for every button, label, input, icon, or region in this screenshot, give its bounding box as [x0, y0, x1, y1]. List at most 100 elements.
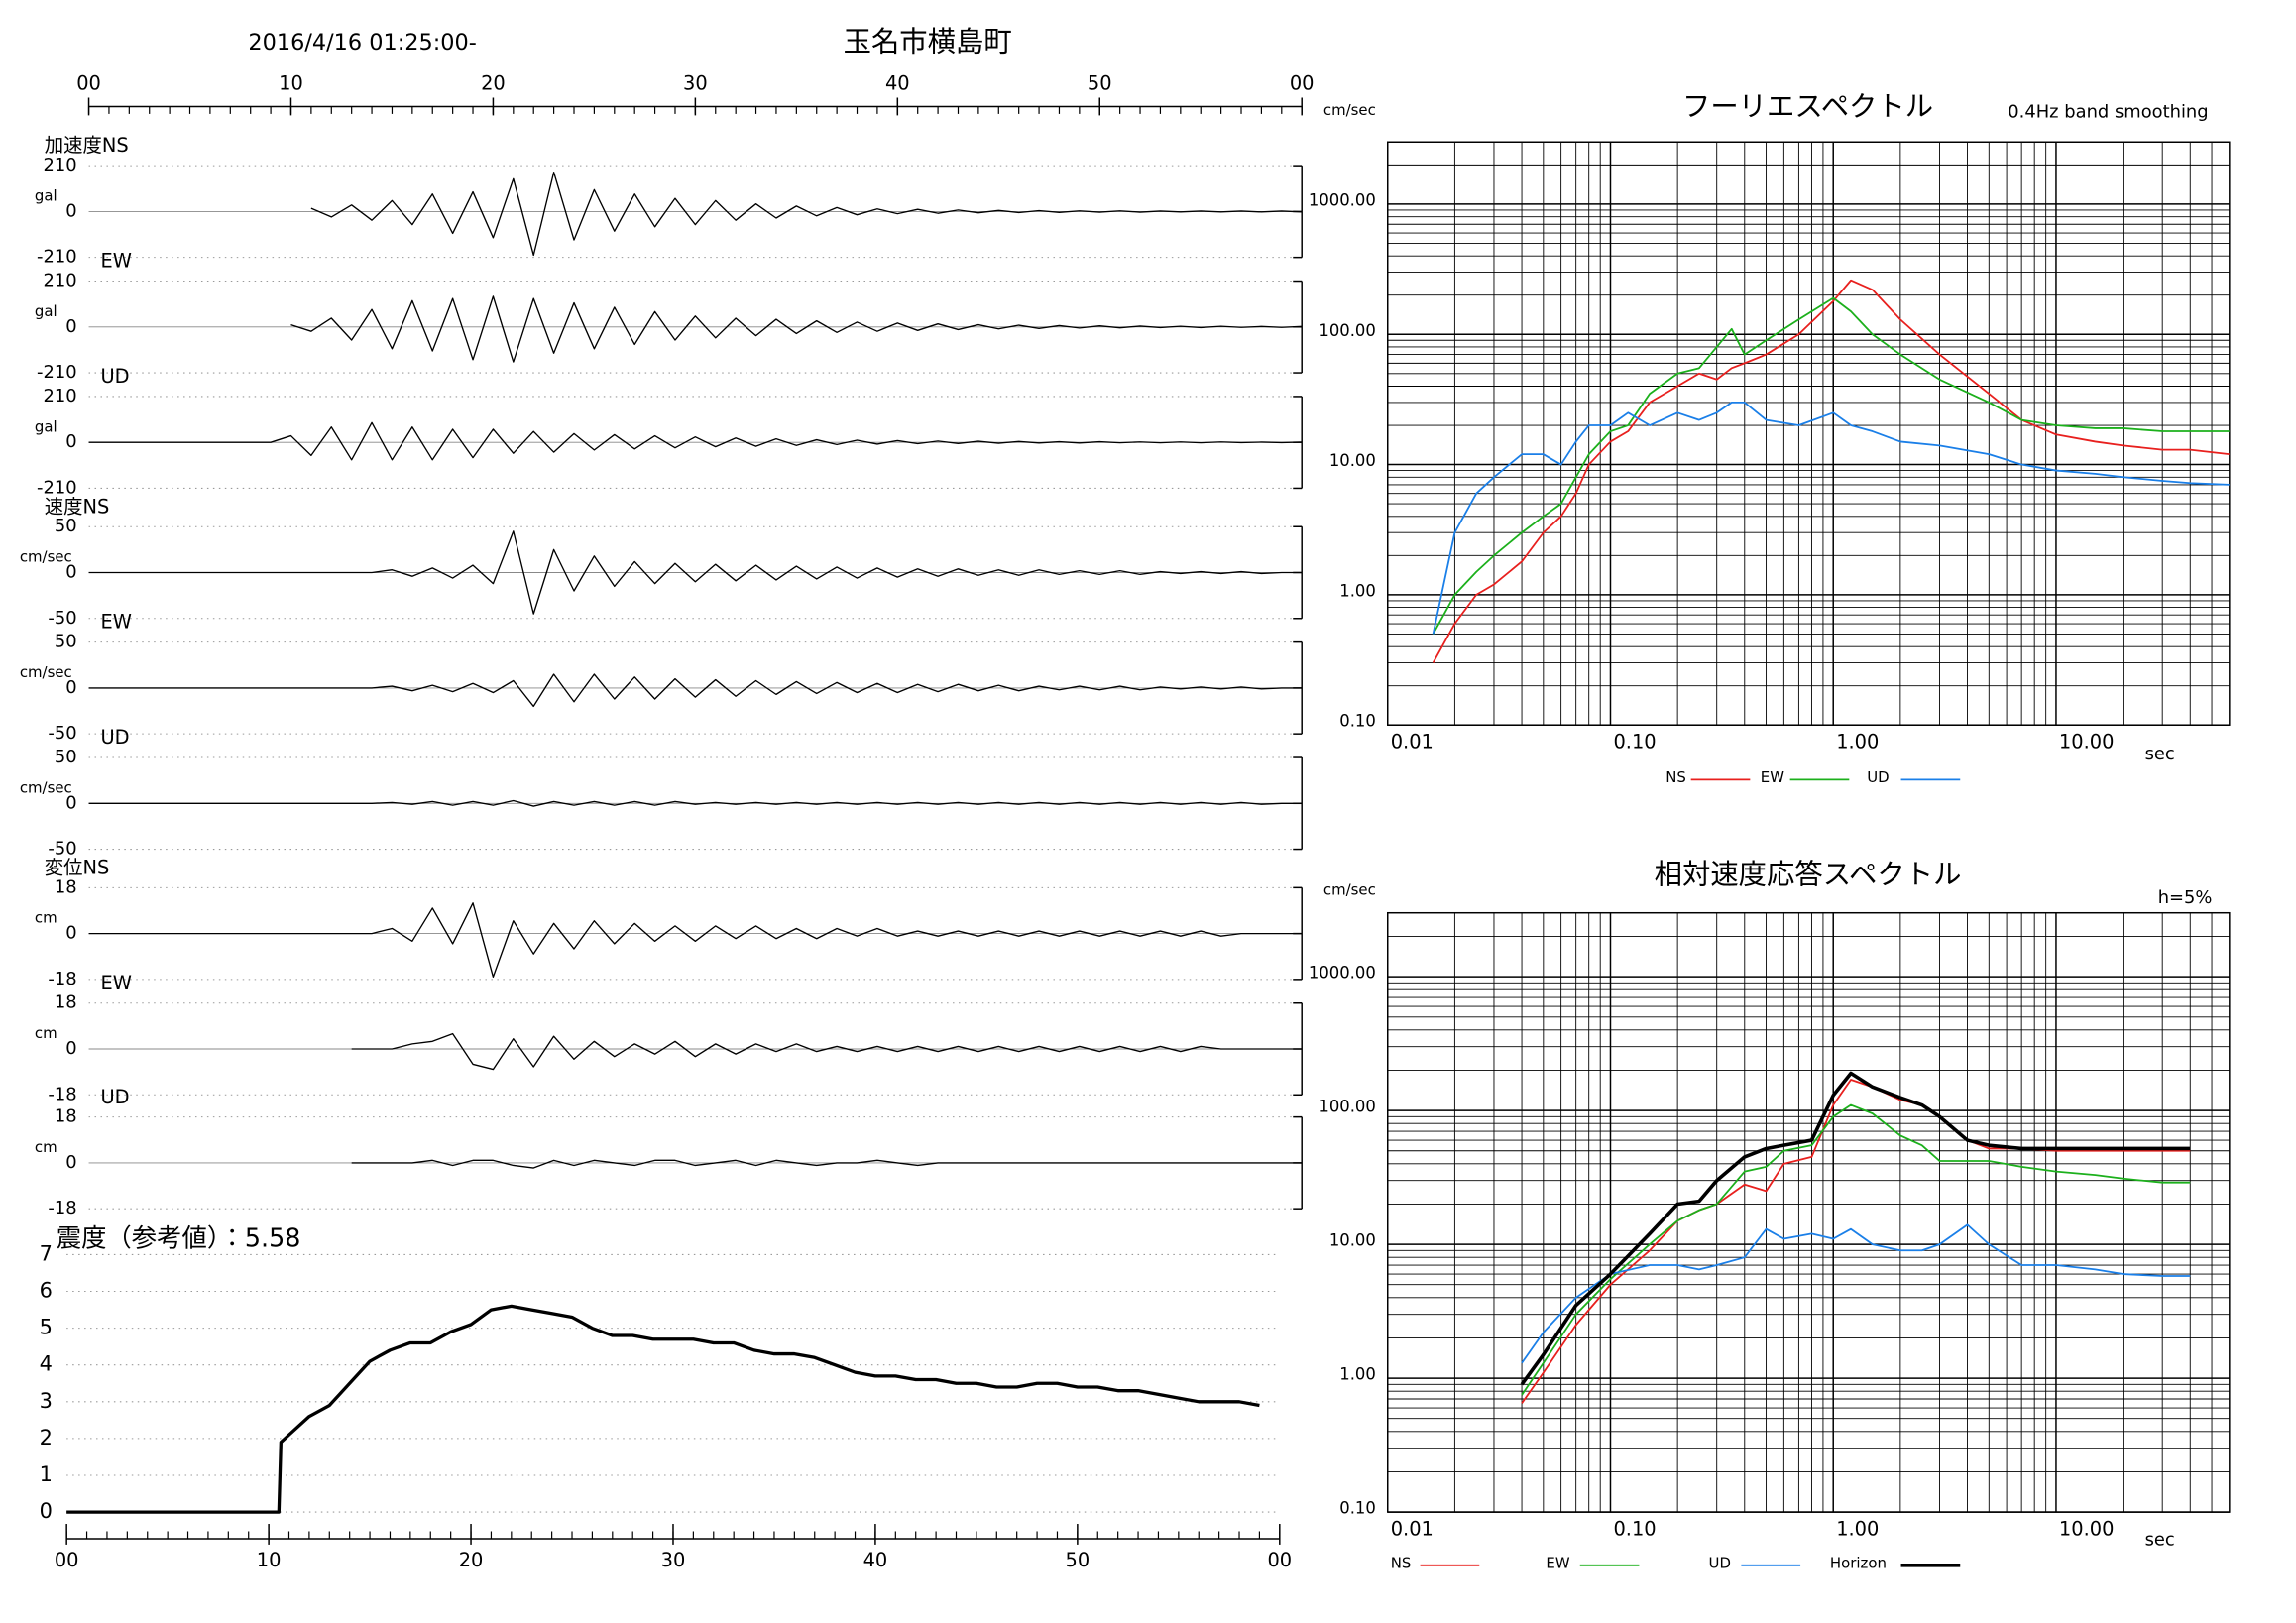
y-tick-label: 1.00: [1339, 581, 1376, 600]
y-tick-label: -18: [48, 1084, 76, 1104]
unit-label: gal: [35, 186, 57, 204]
panel-label: EW: [100, 972, 131, 994]
y-tick-label: 0: [65, 923, 76, 944]
chart-subtitle: 2016/4/16 01:25:00-: [248, 30, 476, 56]
y-tick-label: 100.00: [1319, 321, 1375, 340]
trace: [88, 530, 1303, 615]
unit-label: cm: [35, 1138, 57, 1156]
trace: [88, 799, 1303, 807]
y-tick-label: -210: [37, 362, 77, 383]
panel-label: UD: [100, 726, 129, 749]
y-tick-label: -210: [37, 477, 77, 498]
chart-title: フーリエスペクトル: [1682, 90, 1933, 123]
y-tick-label: -210: [37, 247, 77, 268]
panel-label: UD: [100, 365, 129, 388]
x-tick-label: 10: [257, 1549, 282, 1571]
panel-label: 速度NS: [45, 495, 110, 518]
x-tick-label: 0.01: [1391, 1517, 1434, 1540]
y-tick-label: 0: [65, 316, 76, 337]
trace: [351, 1159, 1303, 1169]
unit-label: cm/sec: [20, 548, 72, 566]
y-tick-label: 1.00: [1339, 1365, 1376, 1384]
y-tick-label: 0: [65, 1038, 76, 1059]
legend-label: EW: [1761, 768, 1784, 786]
chart-title: 玉名市横島町: [844, 25, 1012, 58]
y-tick-label: 18: [55, 1106, 77, 1127]
y-tick-label: 0: [65, 200, 76, 221]
x-tick-label: 0.10: [1613, 731, 1656, 754]
unit-label: cm/sec: [20, 778, 72, 796]
x-tick-label: 40: [885, 72, 910, 95]
x-tick-label: 50: [1088, 72, 1112, 95]
x-tick-label: 0.01: [1391, 731, 1434, 754]
trace: [88, 673, 1303, 708]
trace: [290, 295, 1303, 363]
y-tick-label: -18: [48, 1198, 76, 1218]
x-tick-label: 1.00: [1836, 731, 1879, 754]
panel-label: UD: [100, 1086, 129, 1108]
y-tick-label: 3: [40, 1389, 53, 1413]
x-tick-label: 10.00: [2059, 1517, 2114, 1540]
unit-label: cm: [35, 1024, 57, 1042]
y-tick-label: 1000.00: [1309, 190, 1376, 209]
y-tick-label: 0: [65, 677, 76, 698]
legend-label: NS: [1391, 1554, 1412, 1571]
x-tick-label: 00: [1267, 1549, 1292, 1571]
y-tick-label: 5: [40, 1316, 53, 1339]
x-tick-label: 1.00: [1836, 1517, 1879, 1540]
y-tick-label: 10.00: [1329, 1231, 1376, 1250]
x-tick-label: 0.10: [1613, 1517, 1656, 1540]
trace: [88, 902, 1303, 978]
x-axis-label: sec: [2145, 744, 2175, 764]
x-tick-label: 20: [481, 72, 506, 95]
y-axis-label: cm/sec: [1323, 880, 1376, 898]
trace: [351, 1032, 1303, 1071]
spectrum-line: [1432, 296, 2230, 635]
unit-label: gal: [35, 417, 57, 435]
y-tick-label: -50: [48, 608, 76, 629]
spectrum-line: [1432, 402, 2230, 635]
unit-label: cm: [35, 909, 57, 927]
plot-border: [1386, 141, 2231, 726]
y-tick-label: 100.00: [1319, 1098, 1375, 1116]
y-tick-label: 2: [40, 1426, 53, 1449]
x-tick-label: 30: [683, 72, 708, 95]
y-tick-label: 1: [40, 1462, 53, 1486]
y-tick-label: 18: [55, 992, 77, 1013]
y-tick-label: 10.00: [1329, 451, 1376, 470]
y-tick-label: 210: [43, 155, 76, 175]
x-tick-label: 00: [1290, 72, 1315, 95]
intensity-line: [66, 1304, 1260, 1514]
x-axis-label: sec: [2145, 1529, 2175, 1550]
y-tick-label: -18: [48, 969, 76, 989]
panel-label: EW: [100, 611, 131, 634]
legend-label: NS: [1665, 768, 1686, 786]
trace: [310, 172, 1303, 257]
x-tick-label: 00: [76, 72, 101, 95]
x-tick-label: 30: [661, 1549, 686, 1571]
y-tick-label: 0.10: [1339, 712, 1376, 731]
chart-subtitle: 0.4Hz band smoothing: [2008, 101, 2208, 122]
spectrum-line: [1432, 279, 2230, 663]
y-tick-label: 1000.00: [1309, 964, 1376, 983]
y-tick-label: 210: [43, 271, 76, 291]
plot-border: [1386, 911, 2231, 1513]
y-tick-label: 0: [65, 792, 76, 813]
spectrum-line: [1521, 1223, 2191, 1364]
spectrum-line: [1520, 1071, 2191, 1386]
y-tick-label: 50: [55, 747, 77, 767]
unit-label: gal: [35, 302, 57, 320]
legend-label: EW: [1546, 1554, 1569, 1571]
chart-title: 相対速度応答スペクトル: [1655, 858, 1962, 890]
x-tick-label: 20: [459, 1549, 484, 1571]
chart-title: 震度（参考値）：5.58: [57, 1223, 301, 1253]
y-tick-label: -50: [48, 723, 76, 744]
y-tick-label: 0: [40, 1499, 53, 1523]
legend-label: UD: [1867, 768, 1889, 786]
spectrum-line: [1521, 1079, 2191, 1404]
y-tick-label: 50: [55, 632, 77, 652]
y-tick-label: 0: [65, 431, 76, 452]
y-tick-label: 0.10: [1339, 1499, 1376, 1518]
